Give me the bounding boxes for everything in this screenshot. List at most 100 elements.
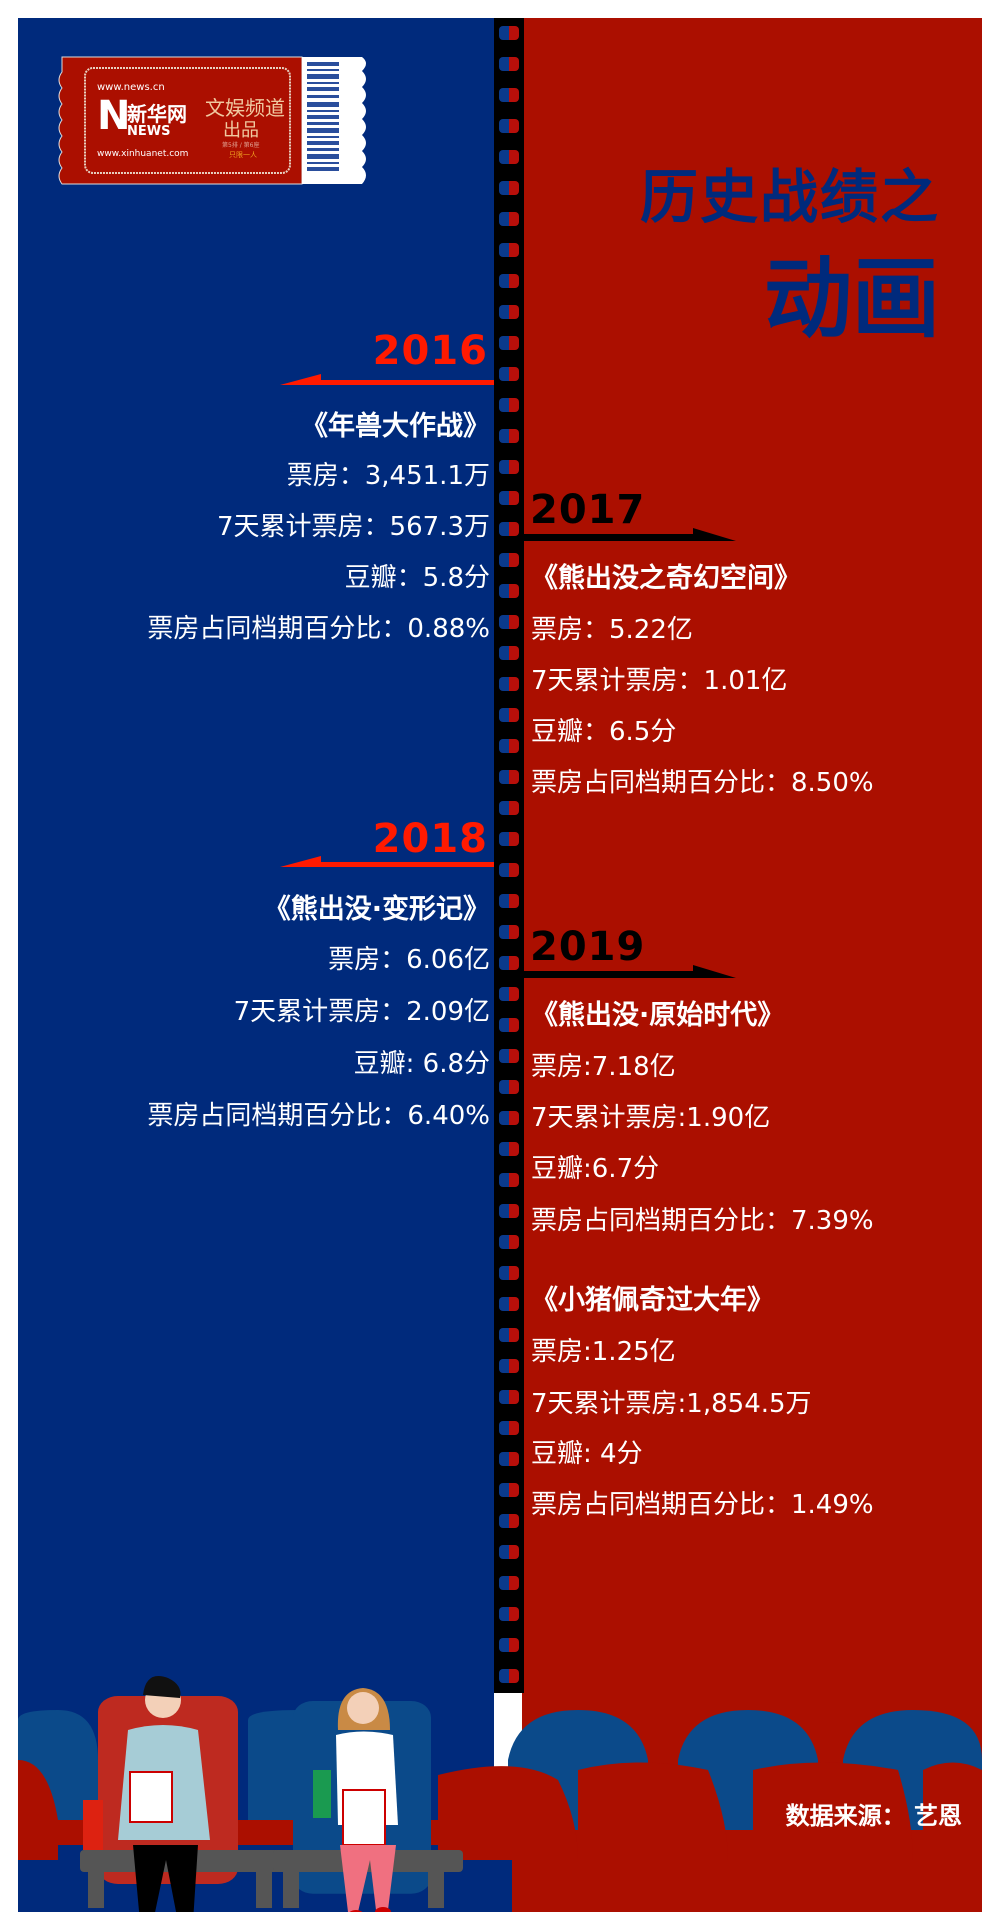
douban-2017: 豆瓣：6.5分 [531, 717, 677, 747]
ticket-seat: 第5排 / 第6座 [222, 142, 260, 149]
ticket-n-letter: N [97, 93, 131, 139]
film-sprocket-hole [499, 1142, 519, 1156]
film-sprocket-hole [499, 1483, 519, 1497]
film-sprocket-hole [499, 801, 519, 815]
film-sprocket-hole [499, 615, 519, 629]
film-sprocket-hole [499, 491, 519, 505]
film-sprocket-hole [499, 1049, 519, 1063]
arrow-left-2018 [280, 856, 494, 867]
cinema-seats-illustration [18, 1676, 982, 1912]
film-sprocket-hole [499, 1297, 519, 1311]
ticket-note: 只限一人 [229, 151, 257, 159]
film-sprocket-hole [499, 770, 519, 784]
film-sprocket-hole [499, 956, 519, 970]
film-sprocket-hole [499, 150, 519, 164]
film-sprocket-hole [499, 1204, 519, 1218]
film-sprocket-hole [499, 398, 519, 412]
film-sprocket-hole [499, 119, 519, 133]
film-sprocket-hole [499, 88, 519, 102]
year-2018: 2018 [372, 816, 488, 862]
film-sprocket-hole [499, 1018, 519, 1032]
ticket-site-top: www.news.cn [97, 82, 165, 93]
film-sprocket-hole [499, 305, 519, 319]
share-2017: 票房占同档期百分比：8.50% [531, 768, 874, 798]
film-sprocket-hole [499, 584, 519, 598]
film-sprocket-hole [499, 1607, 519, 1621]
box-office-peppa: 票房:1.25亿 [531, 1337, 676, 1367]
film-sprocket-hole [499, 367, 519, 381]
ticket-site-bottom: www.xinhuanet.com [97, 149, 189, 159]
film-sprocket-hole [499, 1173, 519, 1187]
share-2019: 票房占同档期百分比：7.39% [531, 1206, 874, 1236]
box-office-2017: 票房：5.22亿 [531, 615, 693, 645]
woman-seat [273, 1688, 463, 1912]
film-sprocket-hole [499, 1359, 519, 1373]
week-box-office-2019: 7天累计票房:1.90亿 [531, 1103, 771, 1133]
douban-2016: 豆瓣：5.8分 [344, 563, 490, 593]
film-sprocket-hole [499, 708, 519, 722]
movie-title-2016: 《年兽大作战》 [301, 411, 490, 442]
box-office-2019: 票房:7.18亿 [531, 1052, 676, 1082]
film-sprocket-hole [499, 1080, 519, 1094]
arrow-right-2019 [524, 965, 736, 978]
film-sprocket-hole [499, 274, 519, 288]
film-sprocket-hole [499, 1514, 519, 1528]
film-sprocket-hole [499, 522, 519, 536]
film-sprocket-hole [499, 26, 519, 40]
movie-title-peppa: 《小猪佩奇过大年》 [531, 1285, 774, 1316]
film-sprocket-hole [499, 1638, 519, 1652]
film-sprocket-hole [499, 863, 519, 877]
movie-title-2017: 《熊出没之奇幻空间》 [531, 563, 801, 594]
right-red-panel [522, 18, 982, 1912]
year-2019: 2019 [530, 924, 646, 970]
year-2017: 2017 [530, 487, 646, 533]
box-office-2018: 票房：6.06亿 [328, 945, 490, 975]
douban-peppa: 豆瓣: 4分 [531, 1439, 643, 1469]
week-box-office-peppa: 7天累计票房:1,854.5万 [531, 1389, 812, 1419]
ticket-brand-en: NEWS [127, 124, 171, 139]
xinhua-ticket-logo: www.news.cn N 新华网 NEWS www.xinhuanet.com… [57, 52, 404, 189]
douban-2018: 豆瓣: 6.8分 [353, 1049, 490, 1079]
film-sprocket-hole [499, 57, 519, 71]
year-2016: 2016 [372, 328, 488, 374]
film-sprocket-hole [499, 1390, 519, 1404]
ticket-channel: 文娱频道 [205, 96, 285, 120]
share-2016: 票房占同档期百分比：0.88% [147, 614, 490, 644]
film-sprocket-hole [499, 429, 519, 443]
film-sprocket-hole [499, 1421, 519, 1435]
douban-2019: 豆瓣:6.7分 [531, 1154, 660, 1184]
film-sprocket-hole [499, 1328, 519, 1342]
film-sprocket-hole [499, 739, 519, 753]
film-sprocket-hole [499, 1266, 519, 1280]
man-seat [80, 1676, 280, 1912]
box-office-2016: 票房：3,451.1万 [286, 461, 490, 491]
film-sprocket-hole [499, 925, 519, 939]
week-box-office-2016: 7天累计票房：567.3万 [217, 512, 490, 542]
film-sprocket-hole [499, 1235, 519, 1249]
arrow-right-2017 [524, 528, 736, 541]
arrow-left-2016 [280, 374, 494, 385]
week-box-office-2017: 7天累计票房：1.01亿 [531, 666, 788, 696]
film-sprocket-hole [499, 243, 519, 257]
film-sprocket-hole [499, 1669, 519, 1683]
film-sprocket-hole [499, 1545, 519, 1559]
ticket-brand-cn: 新华网 [127, 102, 187, 126]
film-sprocket-hole [499, 336, 519, 350]
page-title-line1: 历史战绩之 [639, 163, 940, 231]
movie-title-2018: 《熊出没·变形记》 [263, 894, 490, 925]
film-sprocket-hole [499, 646, 519, 660]
film-sprocket-hole [499, 460, 519, 474]
page-title-line2: 动画 [763, 247, 940, 350]
movie-title-2019: 《熊出没·原始时代》 [531, 1000, 785, 1031]
film-sprocket-hole [499, 181, 519, 195]
left-blue-panel [18, 18, 494, 1912]
film-sprocket-hole [499, 987, 519, 1001]
data-source-note: 数据来源： 艺恩 [785, 1802, 962, 1830]
film-sprocket-hole [499, 1111, 519, 1125]
film-sprocket-hole [499, 212, 519, 226]
film-sprocket-hole [499, 1452, 519, 1466]
week-box-office-2018: 7天累计票房：2.09亿 [233, 997, 490, 1027]
film-sprocket-hole [499, 832, 519, 846]
film-sprocket-hole [499, 894, 519, 908]
share-2018: 票房占同档期百分比：6.40% [147, 1101, 490, 1131]
